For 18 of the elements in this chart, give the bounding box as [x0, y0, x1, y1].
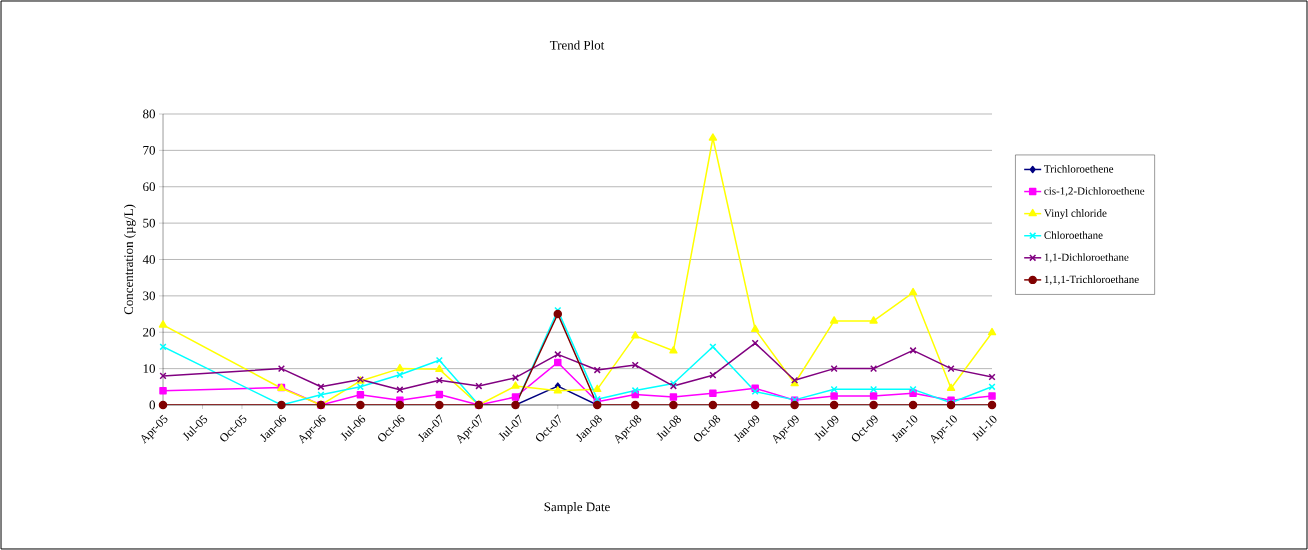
y-tick-label: 50 [143, 218, 156, 228]
legend-label: 1,1,1-Trichloroethane [1044, 275, 1139, 285]
y-tick-label: 0 [149, 400, 156, 410]
y-tick-label: 30 [143, 291, 156, 301]
x-axis-title: Sample Date [544, 502, 610, 514]
chart-title: Trend Plot [549, 40, 605, 50]
legend-label: cis-1,2-Dichloroethene [1044, 187, 1145, 197]
y-axis-title: Concentration (µg/L) [123, 204, 136, 315]
legend-label: Vinyl chloride [1044, 209, 1107, 220]
y-tick-label: 60 [143, 182, 156, 192]
y-tick-label: 10 [143, 364, 156, 373]
y-tick-label: 80 [143, 109, 156, 119]
legend-label: Chloroethane [1044, 231, 1103, 239]
y-tick-label: 20 [143, 327, 156, 337]
y-tick-label: 40 [142, 255, 156, 264]
legend-label: 1,1-Dichloroethane [1044, 253, 1129, 263]
legend-label: Trichloroethene [1044, 164, 1114, 173]
y-tick-label: 70 [143, 145, 156, 155]
